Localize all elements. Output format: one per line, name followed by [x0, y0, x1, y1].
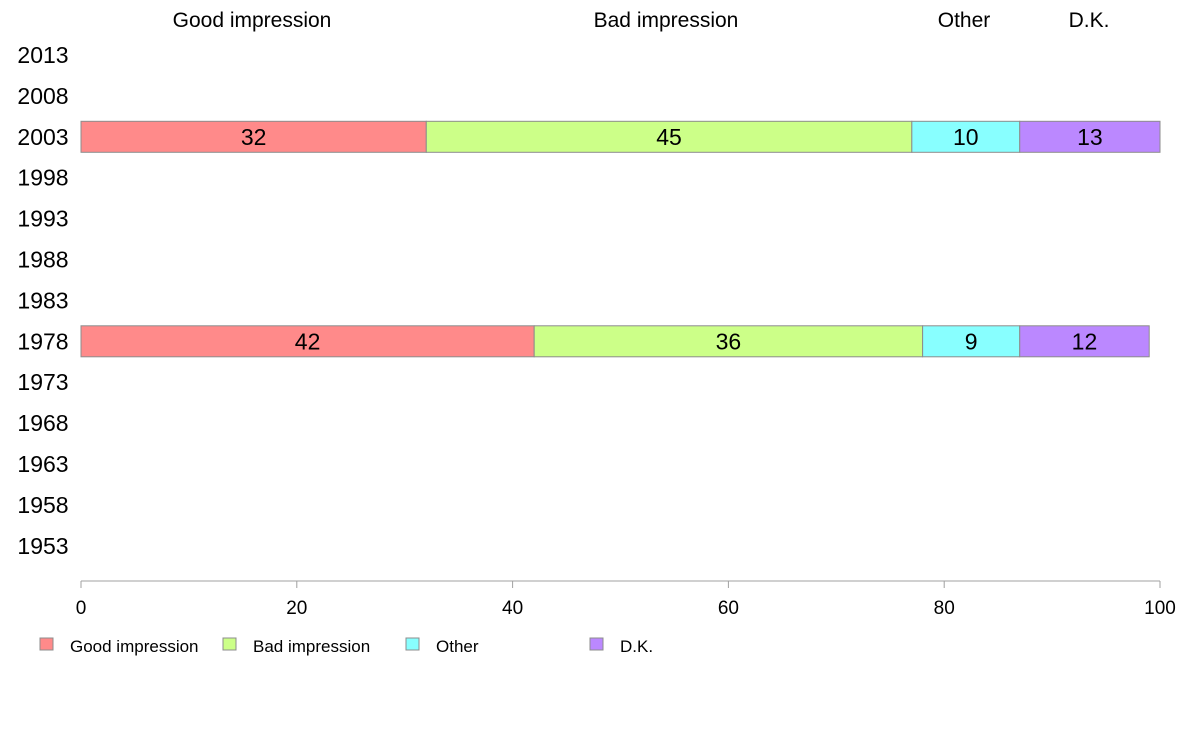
year-label-1988: 1988: [17, 247, 68, 273]
x-tick-label-40: 40: [502, 598, 523, 619]
legend-label-other: Other: [436, 637, 479, 656]
year-label-1968: 1968: [17, 410, 68, 436]
bar-value-label-1978-good-impression: 42: [295, 328, 321, 354]
x-tick-label-80: 80: [934, 598, 955, 619]
year-label-2003: 2003: [17, 124, 68, 150]
year-label-1958: 1958: [17, 492, 68, 518]
legend-label-bad-impression: Bad impression: [253, 637, 370, 656]
year-label-1978: 1978: [17, 328, 68, 354]
bar-segment-1978-d-k: [1019, 325, 1150, 358]
legend-swatch-good-impression: [39, 637, 54, 651]
legend-label-good-impression: Good impression: [70, 637, 199, 656]
x-tick-label-60: 60: [718, 598, 739, 619]
bar-segment-1978-bad-impression: [533, 325, 924, 358]
x-tick-label-100: 100: [1144, 598, 1176, 619]
legend-swatch-other: [405, 637, 420, 651]
legend: Good impression Bad impression Other D.K.: [39, 637, 653, 656]
bar-value-label-1978-d-k: 12: [1072, 328, 1098, 354]
bar-value-label-1978-other: 9: [965, 328, 978, 354]
bar-segment-2003-good-impression: [80, 120, 427, 153]
x-tick-label-0: 0: [76, 598, 87, 619]
bars: 32 45 10 13 42 36 9 12: [80, 120, 1161, 358]
column-header-d-k: D.K.: [1069, 9, 1110, 32]
bar-value-label-2003-good-impression: 32: [241, 124, 267, 150]
legend-label-d-k: D.K.: [620, 637, 653, 656]
column-header-bad-impression: Bad impression: [594, 9, 739, 32]
year-label-1953: 1953: [17, 533, 68, 559]
bar-segment-1978-other: [922, 325, 1021, 358]
year-label-2008: 2008: [17, 83, 68, 109]
column-headers: Good impression Bad impression Other D.K.: [173, 9, 1110, 32]
column-header-other: Other: [938, 9, 991, 32]
bar-value-label-2003-d-k: 13: [1077, 124, 1103, 150]
year-label-1973: 1973: [17, 369, 68, 395]
bar-segment-2003-d-k: [1019, 120, 1161, 153]
legend-swatch-bad-impression: [222, 637, 237, 651]
bar-value-label-1978-bad-impression: 36: [716, 328, 742, 354]
year-label-1983: 1983: [17, 287, 68, 313]
bar-value-label-2003-other: 10: [953, 124, 979, 150]
column-header-good-impression: Good impression: [173, 9, 332, 32]
bar-value-label-2003-bad-impression: 45: [656, 124, 682, 150]
bar-segment-2003-other: [911, 120, 1021, 153]
x-tick-label-20: 20: [286, 598, 307, 619]
bar-segment-1978-good-impression: [80, 325, 535, 358]
year-labels: 2013 2008 2003 1998 1993 1988 1983 1978 1973 1968…: [17, 42, 68, 559]
year-label-1993: 1993: [17, 206, 68, 232]
bar-segment-2003-bad-impression: [425, 120, 913, 153]
legend-swatch-d-k: [589, 637, 604, 651]
year-label-2013: 2013: [17, 42, 68, 68]
year-label-1998: 1998: [17, 165, 68, 191]
year-label-1963: 1963: [17, 451, 68, 477]
x-axis: 0 20 40 60 80 100: [76, 580, 1176, 619]
